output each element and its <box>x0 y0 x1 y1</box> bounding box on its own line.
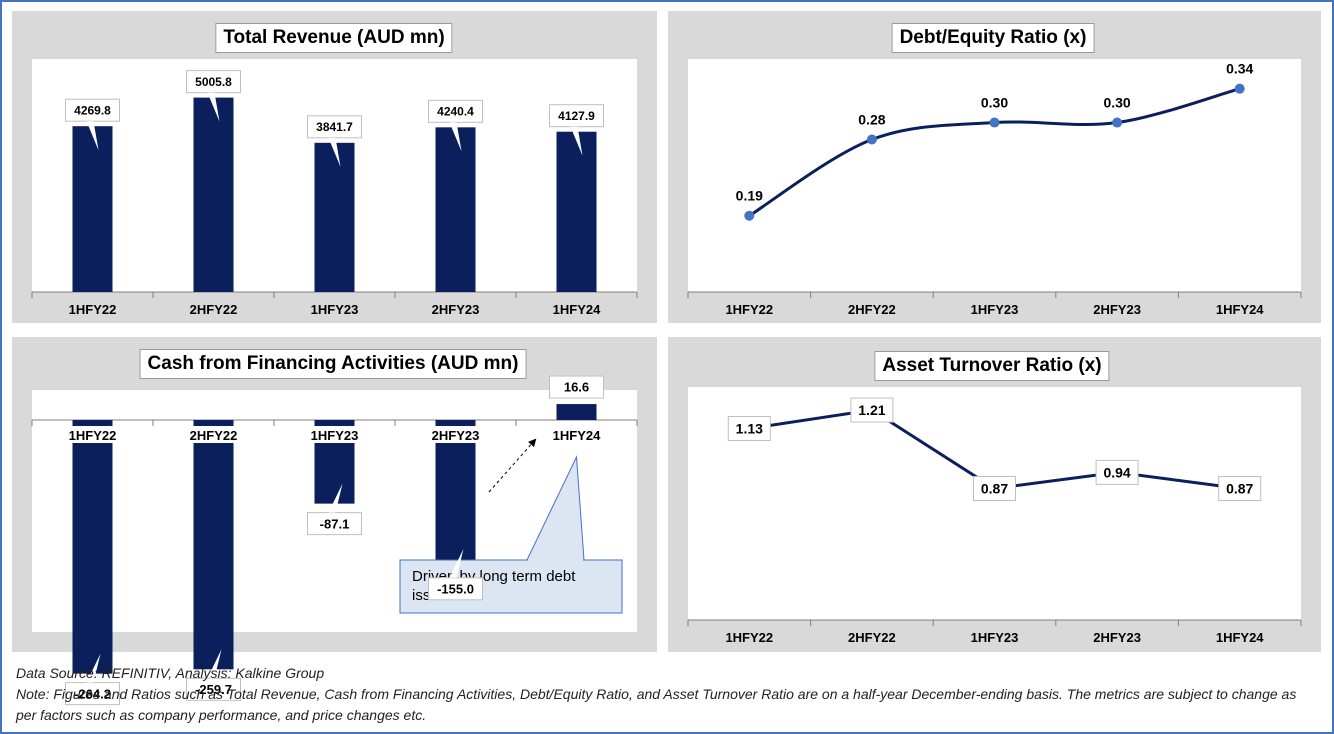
cash-financing-data-label-pointer <box>86 653 101 683</box>
cash-financing-tick-label-bg <box>66 426 119 443</box>
annotation-arrow <box>488 438 537 493</box>
cash-financing-tick-label-bg <box>429 426 482 443</box>
asset-turnover-data-label-box <box>1095 459 1139 485</box>
cash-financing-tick-label-bg <box>308 426 361 443</box>
cash-financing-chart-title: Cash from Financing Activities (AUD mn) <box>139 349 527 379</box>
cash-financing-x-tick-label: 2HFY23 <box>432 428 480 443</box>
revenue-data-label-pointer <box>328 137 341 167</box>
debt-equity-x-tick-label: 1HFY24 <box>1216 302 1264 317</box>
asset-turnover-chart-title: Asset Turnover Ratio (x) <box>874 351 1110 381</box>
asset-turnover-data-label: 0.94 <box>1103 464 1130 480</box>
debt-equity-x-tick-label: 2HFY22 <box>848 302 896 317</box>
revenue-x-tick-label: 1HFY24 <box>553 302 601 317</box>
debt-equity-data-label: 0.30 <box>981 95 1008 111</box>
asset-turnover-chart: 1.13 1HFY22 1.21 2HFY22 0.87 1HFY23 0.94 2HFY23… <box>687 397 1302 645</box>
cash-financing-bar <box>556 404 597 420</box>
debt-equity-x-tick-label: 1HFY22 <box>725 302 773 317</box>
revenue-chart: 4269.8 1HFY22 5005.8 2HFY22 3841.7 1HFY23 4240… <box>31 70 638 317</box>
revenue-bar <box>314 142 355 292</box>
debt-equity-point <box>1234 83 1245 94</box>
revenue-x-tick-label: 1HFY23 <box>311 302 359 317</box>
asset-turnover-data-label-box <box>1218 476 1262 502</box>
asset-turnover-data-label-box <box>850 397 894 423</box>
asset-turnover-data-label: 1.13 <box>736 421 763 437</box>
asset-turnover-data-label-box <box>973 476 1016 502</box>
cash-financing-bar <box>193 420 234 670</box>
cash-financing-data-label-box <box>549 375 604 399</box>
revenue-panel: 4269.8 1HFY22 5005.8 2HFY22 3841.7 1HFY23 4240… <box>12 11 657 323</box>
cash-financing-tick-label-bg <box>550 426 603 443</box>
cash-financing-data-label-pointer <box>449 548 464 578</box>
cash-financing-data-label: -155.0 <box>437 581 474 596</box>
cash-financing-tick-label-bg <box>187 426 240 443</box>
debt-equity-point <box>866 134 877 145</box>
revenue-bar <box>72 126 113 293</box>
debt-equity-data-label: 0.34 <box>1226 61 1253 77</box>
asset-turnover-x-tick-label: 1HFY23 <box>971 630 1019 645</box>
debt-equity-data-label: 0.19 <box>736 188 763 204</box>
asset-turnover-data-label: 0.87 <box>981 481 1008 497</box>
cash-financing-x-tick-label: 2HFY22 <box>190 428 238 443</box>
revenue-x-tick-label: 2HFY22 <box>190 302 238 317</box>
cash-financing-bar <box>72 420 113 674</box>
cash-financing-x-tick-label: 1HFY22 <box>69 428 117 443</box>
debt-equity-chart-title: Debt/Equity Ratio (x) <box>891 23 1095 53</box>
cash-financing-bar <box>435 420 476 569</box>
debt-equity-x-tick-label: 1HFY23 <box>971 302 1019 317</box>
cash-financing-data-label: 16.6 <box>564 380 589 395</box>
asset-turnover-x-tick-label: 2HFY22 <box>848 630 896 645</box>
revenue-bar <box>193 97 234 293</box>
asset-turnover-x-tick-label: 2HFY23 <box>1093 630 1141 645</box>
revenue-x-tick-label: 1HFY22 <box>69 302 117 317</box>
debt-equity-plot-area <box>688 59 1301 292</box>
revenue-data-label: 5005.8 <box>195 75 232 89</box>
cash-financing-data-label-pointer <box>328 483 343 513</box>
asset-turnover-plot-area <box>688 387 1301 620</box>
footer: Data Source: REFINITIV, Analysis: Kalkin… <box>16 663 1316 726</box>
note-text: Note: Figures and Ratios such as Total R… <box>16 686 1297 723</box>
debt-equity-point <box>744 210 755 221</box>
debt-equity-chart: 0.19 1HFY22 0.28 2HFY22 0.30 1HFY23 0.30 2HFY23… <box>687 61 1302 317</box>
revenue-data-label-pointer <box>207 92 220 122</box>
revenue-data-label: 4269.8 <box>74 104 111 118</box>
debt-equity-point <box>989 117 1000 128</box>
revenue-x-tick-label: 2HFY23 <box>432 302 480 317</box>
revenue-bar <box>556 131 597 292</box>
revenue-bar <box>435 127 476 292</box>
cash-financing-data-label: -264.2 <box>74 686 111 701</box>
revenue-data-label: 4127.9 <box>558 109 595 123</box>
data-source-text: Data Source: REFINITIV, Analysis: Kalkin… <box>16 665 325 681</box>
asset-turnover-data-label-box <box>727 416 771 442</box>
asset-turnover-data-label: 1.21 <box>858 402 885 418</box>
debt-equity-point <box>1112 117 1123 128</box>
cash-financing-data-label: -87.1 <box>320 516 350 531</box>
revenue-data-label-pointer <box>449 122 462 152</box>
cash-financing-x-tick-label: 1HFY23 <box>311 428 359 443</box>
debt-equity-data-label: 0.30 <box>1103 95 1130 111</box>
revenue-chart-title: Total Revenue (AUD mn) <box>215 23 453 53</box>
revenue-data-label: 4240.4 <box>437 105 474 119</box>
cash-financing-x-tick-label: 1HFY24 <box>553 428 601 443</box>
debt-equity-data-label: 0.28 <box>858 111 885 127</box>
cash-financing-data-label-pointer <box>207 649 222 679</box>
cash-financing-chart: Driven by long term debtissued1HFY22-264… <box>31 375 638 706</box>
debt-equity-panel: 0.19 1HFY22 0.28 2HFY22 0.30 1HFY23 0.30 2HFY23… <box>668 11 1321 323</box>
asset-turnover-x-tick-label: 1HFY22 <box>725 630 773 645</box>
cash-financing-data-label: -259.7 <box>195 682 232 697</box>
debt-equity-x-tick-label: 2HFY23 <box>1093 302 1141 317</box>
asset-turnover-panel: 1.13 1HFY22 1.21 2HFY22 0.87 1HFY23 0.94 2HFY23… <box>668 337 1321 652</box>
asset-turnover-data-label: 0.87 <box>1226 481 1253 497</box>
revenue-data-label: 3841.7 <box>316 120 353 134</box>
asset-turnover-x-tick-label: 1HFY24 <box>1216 630 1264 645</box>
annotation-pointer <box>526 455 585 561</box>
cash-financing-panel: Driven by long term debtissued1HFY22-264… <box>12 337 657 706</box>
